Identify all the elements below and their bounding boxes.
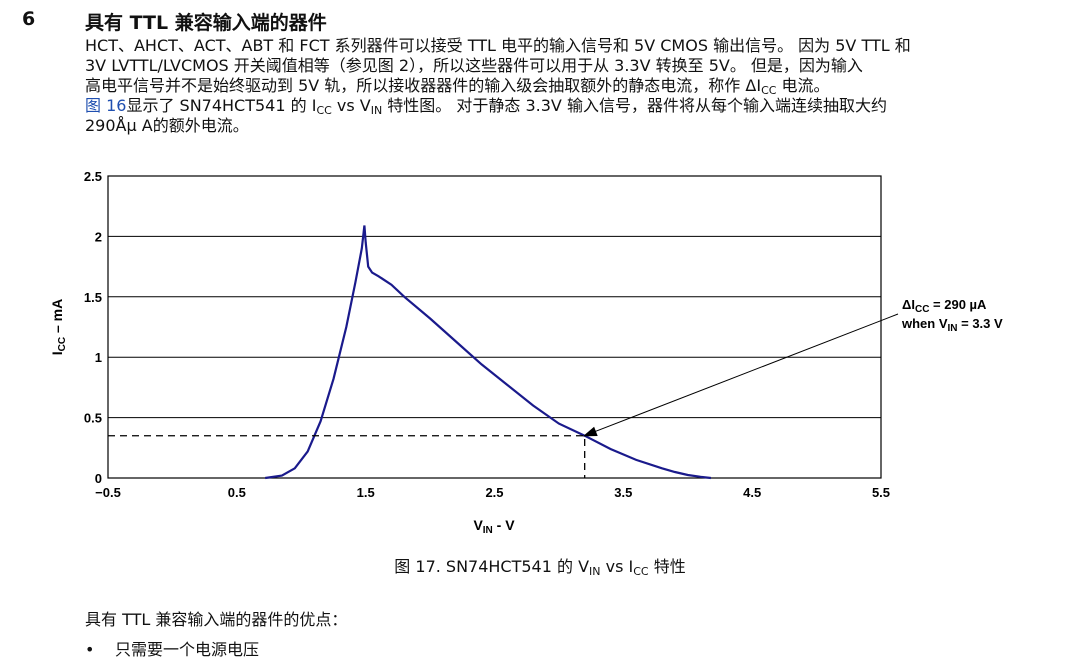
figure-16-link[interactable]: 图 16: [85, 96, 127, 115]
body-paragraph: HCT、AHCT、ACT、ABT 和 FCT 系列器件可以接受 TTL 电平的输…: [85, 36, 1060, 136]
plot-frame: [107, 175, 882, 479]
paragraph-line: 290Åμ A的额外电流。: [85, 116, 249, 135]
y-tick-labels: 0 0.5 1 1.5 2 2.5: [84, 169, 102, 486]
x-tick-label: 5.5: [872, 485, 890, 500]
x-axis-label: VIN - V: [473, 517, 515, 536]
annotation-line-2: when VIN = 3.3 V: [901, 316, 1003, 334]
y-tick-label: 1: [95, 350, 102, 365]
x-tick-labels: −0.5 0.5 1.5 2.5 3.5 4.5 5.5: [95, 485, 890, 500]
text-run: 特性图。 对于静态 3.3V 输入信号，器件将从每个输入端连续抽取大约: [382, 96, 887, 115]
x-tick-label: 2.5: [485, 485, 503, 500]
y-tick-label: 0: [95, 471, 102, 486]
x-tick-label: 0.5: [228, 485, 246, 500]
list-item-text: 只需要一个电源电压: [115, 640, 260, 659]
icc-vs-vin-chart: 0 0.5 1 1.5 2 2.5 −0.5 0.5 1.5 2.5 3.5 4.5 5.5 ICC …: [49, 169, 1003, 536]
text-run: 电流。: [776, 76, 830, 95]
subscript: IN: [370, 104, 383, 117]
x-tick-label: 1.5: [357, 485, 375, 500]
subscript: CC: [316, 104, 332, 117]
paragraph-line: 3V LVTTL/LVCMOS 开关阈值相等（参见图 2），所以这些器件可以用于…: [85, 56, 863, 75]
subscript: CC: [761, 84, 777, 97]
y-tick-label: 0.5: [84, 411, 102, 426]
y-tick-label: 2.5: [84, 169, 102, 184]
list-item: • 只需要一个电源电压: [85, 636, 259, 660]
advantages-heading: 具有 TTL 兼容输入端的器件的优点：: [85, 610, 348, 629]
y-tick-label: 1.5: [84, 290, 102, 305]
text-run: 显示了 SN74HCT541 的 I: [126, 96, 317, 115]
subscript: IN: [589, 565, 601, 578]
x-tick-label: 3.5: [614, 485, 632, 500]
x-tick-label: 4.5: [743, 485, 761, 500]
text-run: 高电平信号并不是始终驱动到 5V 轨，所以接收器器件的输入级会抽取额外的静态电流…: [85, 76, 762, 95]
annotation-arrow-line: [594, 313, 899, 433]
chart-grid: [108, 235, 881, 419]
annotation-arrowhead: [582, 426, 598, 437]
y-axis-label: ICC – mA: [49, 299, 68, 355]
paragraph-line: 图 16显示了 SN74HCT541 的 ICC vs VIN 特性图。 对于静…: [85, 96, 1060, 116]
text-run: vs I: [600, 557, 634, 576]
text-run: vs V: [331, 96, 371, 115]
paragraph-line: 高电平信号并不是始终驱动到 5V 轨，所以接收器器件的输入级会抽取额外的静态电流…: [85, 76, 1060, 96]
bullet-icon: •: [85, 640, 95, 659]
section-number: 6: [22, 8, 36, 30]
section-title: 具有 TTL 兼容输入端的器件: [85, 12, 327, 34]
figure-caption: 图 17. SN74HCT541 的 VIN vs ICC 特性: [0, 553, 1080, 577]
paragraph-line: HCT、AHCT、ACT、ABT 和 FCT 系列器件可以接受 TTL 电平的输…: [85, 36, 911, 55]
section-heading: 6 具有 TTL 兼容输入端的器件: [0, 4, 1080, 34]
y-tick-label: 2: [95, 229, 102, 244]
series-line-icc: [265, 225, 712, 480]
text-run: 特性: [648, 557, 686, 576]
x-tick-label: −0.5: [95, 485, 121, 500]
annotation-line-1: ΔICC = 290 µA: [902, 297, 987, 315]
reference-dashed-line: [108, 435, 586, 478]
text-run: 图 17. SN74HCT541 的 V: [394, 557, 590, 576]
subscript: CC: [633, 565, 649, 578]
